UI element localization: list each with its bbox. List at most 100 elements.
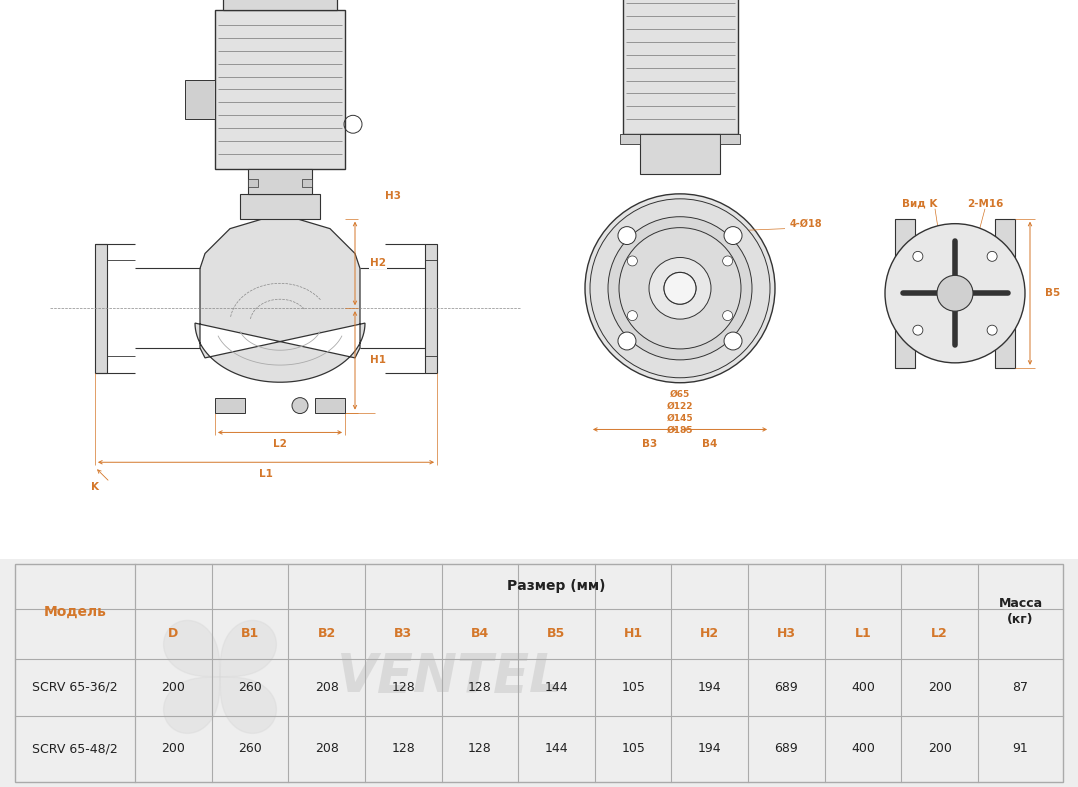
Text: 128: 128 <box>391 681 415 694</box>
Text: 194: 194 <box>697 681 721 694</box>
Text: H2: H2 <box>370 258 386 268</box>
Text: 208: 208 <box>315 681 338 694</box>
Circle shape <box>585 194 775 382</box>
Text: SCRV 65-48/2: SCRV 65-48/2 <box>32 742 118 756</box>
Polygon shape <box>220 620 276 677</box>
Circle shape <box>627 256 637 266</box>
Text: 128: 128 <box>468 742 492 756</box>
Text: 4-Ø18: 4-Ø18 <box>790 219 823 229</box>
Text: 200: 200 <box>928 742 952 756</box>
Bar <box>620 135 640 144</box>
Bar <box>622 0 737 135</box>
Text: 400: 400 <box>852 681 875 694</box>
Circle shape <box>292 397 308 413</box>
Text: 194: 194 <box>697 742 721 756</box>
Text: B4: B4 <box>702 439 718 449</box>
Bar <box>425 243 437 373</box>
Text: 400: 400 <box>852 742 875 756</box>
Polygon shape <box>220 677 276 733</box>
Text: VENTEL: VENTEL <box>336 651 564 703</box>
Bar <box>248 169 312 194</box>
Circle shape <box>649 257 711 319</box>
Bar <box>315 397 345 412</box>
Bar <box>302 179 312 187</box>
Polygon shape <box>164 677 220 733</box>
Text: 105: 105 <box>621 681 645 694</box>
Text: 2-M16: 2-M16 <box>967 199 1004 209</box>
Text: Ø122: Ø122 <box>667 402 693 411</box>
Bar <box>995 219 1015 368</box>
Text: L1: L1 <box>855 627 871 641</box>
Polygon shape <box>164 620 220 677</box>
Text: 144: 144 <box>544 681 568 694</box>
Bar <box>895 219 915 368</box>
Circle shape <box>987 325 997 335</box>
Text: L2: L2 <box>273 439 287 449</box>
Bar <box>240 194 320 219</box>
Text: 260: 260 <box>238 742 262 756</box>
Text: Ø65: Ø65 <box>669 390 690 399</box>
Text: Ø185: Ø185 <box>667 426 693 435</box>
Circle shape <box>913 325 923 335</box>
Circle shape <box>664 272 696 305</box>
Bar <box>215 10 345 169</box>
Text: 200: 200 <box>162 681 185 694</box>
Circle shape <box>590 199 770 378</box>
Text: B1: B1 <box>240 627 259 641</box>
Bar <box>640 135 720 174</box>
Circle shape <box>987 251 997 261</box>
Text: Вид K: Вид K <box>902 199 938 209</box>
Text: 689: 689 <box>774 681 799 694</box>
Text: H3: H3 <box>777 627 796 641</box>
Text: Модель: Модель <box>43 604 107 619</box>
Text: H2: H2 <box>701 627 719 641</box>
Circle shape <box>913 251 923 261</box>
Circle shape <box>724 332 742 350</box>
Circle shape <box>724 227 742 245</box>
Text: 144: 144 <box>544 742 568 756</box>
Text: B2: B2 <box>317 627 335 641</box>
Text: 105: 105 <box>621 742 645 756</box>
Text: 260: 260 <box>238 681 262 694</box>
Circle shape <box>619 227 741 349</box>
Polygon shape <box>195 214 365 382</box>
Text: 200: 200 <box>928 681 952 694</box>
Bar <box>215 397 245 412</box>
Circle shape <box>722 311 733 320</box>
Text: B3: B3 <box>395 627 412 641</box>
Text: B4: B4 <box>471 627 489 641</box>
Text: H1: H1 <box>623 627 642 641</box>
Circle shape <box>885 224 1025 363</box>
Bar <box>248 179 258 187</box>
Text: L1: L1 <box>259 469 273 479</box>
Text: B5: B5 <box>548 627 566 641</box>
Circle shape <box>722 256 733 266</box>
Circle shape <box>608 216 752 360</box>
Text: 208: 208 <box>315 742 338 756</box>
Text: 87: 87 <box>1012 681 1028 694</box>
Circle shape <box>937 275 973 311</box>
Text: Размер (мм): Размер (мм) <box>508 579 606 593</box>
Text: SCRV 65-36/2: SCRV 65-36/2 <box>32 681 118 694</box>
Circle shape <box>618 227 636 245</box>
Text: Масса
(кг): Масса (кг) <box>998 597 1042 626</box>
Text: B3: B3 <box>642 439 658 449</box>
Text: 128: 128 <box>468 681 492 694</box>
Bar <box>223 0 337 10</box>
Bar <box>720 135 740 144</box>
Text: H3: H3 <box>385 191 401 201</box>
Text: K: K <box>91 482 99 492</box>
Text: L2: L2 <box>931 627 948 641</box>
Text: B5: B5 <box>1045 288 1061 298</box>
Circle shape <box>664 272 696 305</box>
Text: 128: 128 <box>391 742 415 756</box>
Circle shape <box>618 332 636 350</box>
Circle shape <box>627 311 637 320</box>
Bar <box>185 79 215 120</box>
Text: 689: 689 <box>774 742 799 756</box>
Text: 200: 200 <box>162 742 185 756</box>
Bar <box>95 243 107 373</box>
Text: Ø145: Ø145 <box>666 414 693 423</box>
Text: 91: 91 <box>1012 742 1028 756</box>
Text: D: D <box>168 627 179 641</box>
